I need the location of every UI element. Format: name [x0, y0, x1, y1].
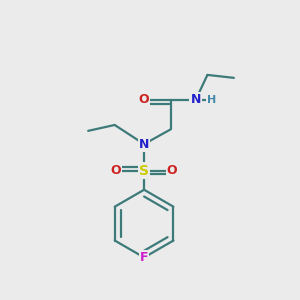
Text: O: O [139, 93, 149, 106]
Text: N: N [190, 93, 201, 106]
Text: F: F [140, 251, 148, 264]
Text: S: S [139, 164, 149, 178]
Text: H: H [207, 95, 217, 105]
Text: N: N [139, 138, 149, 151]
Text: O: O [167, 164, 177, 177]
Text: O: O [111, 164, 122, 177]
